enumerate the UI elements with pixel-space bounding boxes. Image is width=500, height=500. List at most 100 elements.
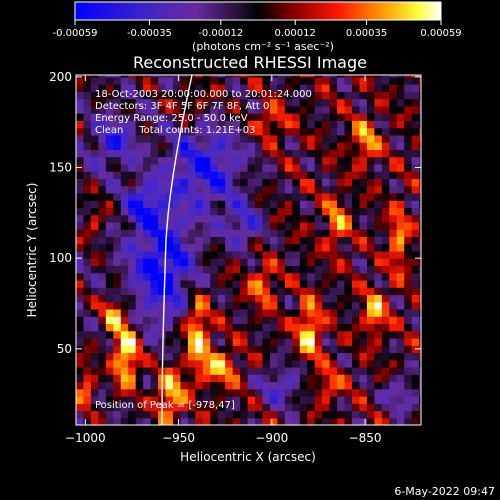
heatmap-cell [247,330,256,339]
heatmap-cell [225,221,234,230]
heatmap-cell [329,279,338,288]
heatmap-cell [262,279,271,288]
heatmap-cell [359,366,368,375]
heatmap-cell [314,113,323,121]
heatmap-cell [225,265,234,274]
heatmap-cell [217,410,226,419]
heatmap-cell [314,366,323,375]
heatmap-cell [128,75,137,78]
heatmap-cell [277,113,286,121]
heatmap-cell [76,359,85,368]
heatmap-cell [225,185,234,194]
heatmap-cell [307,178,316,187]
heatmap-cell [202,279,211,288]
heatmap-cell [120,272,129,281]
heatmap-cell [150,388,159,397]
heatmap-cell [165,91,174,100]
heatmap-cell [284,410,293,419]
heatmap-cell [143,149,152,158]
heatmap-cell [217,345,226,354]
heatmap-cell [187,84,196,92]
heatmap-cell [83,75,92,78]
heatmap-cell [344,323,353,332]
heatmap-cell [262,403,271,412]
heatmap-cell [180,337,189,346]
heatmap-cell [299,279,308,288]
heatmap-cell [195,120,204,129]
heatmap-cell [135,410,144,419]
heatmap-cell [187,120,196,129]
heatmap-cell [262,381,271,390]
heatmap-cell [158,258,167,267]
heatmap-cell [389,388,398,397]
heatmap-cell [284,395,293,404]
heatmap-cell [269,388,279,397]
heatmap-cell [269,403,279,412]
heatmap-cell [352,200,361,208]
heatmap-cell [225,287,234,296]
heatmap-cell [187,149,196,158]
heatmap-cell [299,417,308,425]
heatmap-cell [262,156,271,165]
heatmap-cell [322,171,331,179]
heatmap-cell [381,91,390,100]
heatmap-cell [98,323,107,332]
heatmap-cell [337,149,346,158]
heatmap-cell [217,417,226,425]
heatmap-cell [232,127,241,136]
heatmap-cell [158,330,167,339]
heatmap-cell [277,200,286,208]
heatmap-cell [314,294,323,303]
heatmap-cell [247,149,256,158]
heatmap-cell [322,272,331,281]
heatmap-cell [262,214,271,223]
heatmap-cell [284,120,293,129]
heatmap-cell [113,417,122,425]
heatmap-cell [172,192,182,201]
heatmap-cell [292,323,301,332]
heatmap-cell [307,374,316,383]
heatmap-cell [158,214,167,223]
plot-frame [75,74,422,426]
heatmap-cell [262,308,271,317]
heatmap-cell [307,163,316,172]
heatmap-cell [299,352,308,361]
heatmap-cell [180,388,189,397]
heatmap-cell [292,178,301,187]
heatmap-cell [210,330,219,339]
heatmap-cell [83,301,92,310]
heatmap-cell [120,171,129,179]
heatmap-cell [120,142,129,150]
heatmap-cell [90,258,99,267]
heatmap-cell [76,395,85,404]
heatmap-cell [195,229,204,237]
heatmap-cell [247,91,256,100]
heatmap-cell [225,113,234,121]
heatmap-cell [217,374,226,383]
heatmap-cell [352,120,361,129]
heatmap-cell [419,243,421,252]
heatmap-cell [172,178,182,187]
heatmap-cell [195,236,204,245]
heatmap-cell [172,142,182,150]
heatmap-cell [277,207,286,216]
heatmap-cell [120,294,129,303]
heatmap-cell [210,316,219,325]
heatmap-cell [292,113,301,121]
heatmap-cell [344,301,353,310]
heatmap-cell [366,258,375,267]
heatmap-cell [366,359,375,368]
heatmap-cell [277,381,286,390]
heatmap-cell [269,265,279,274]
heatmap-cell [344,200,353,208]
heatmap-cell [83,352,92,361]
heatmap-cell [419,91,421,100]
heatmap-cell [90,192,99,201]
heatmap-cell [225,410,234,419]
heatmap-cell [158,156,167,165]
heatmap-cell [322,221,331,230]
heatmap-cell [352,142,361,150]
heatmap-cell [396,142,405,150]
heatmap-cell [337,381,346,390]
heatmap-cell [322,279,331,288]
